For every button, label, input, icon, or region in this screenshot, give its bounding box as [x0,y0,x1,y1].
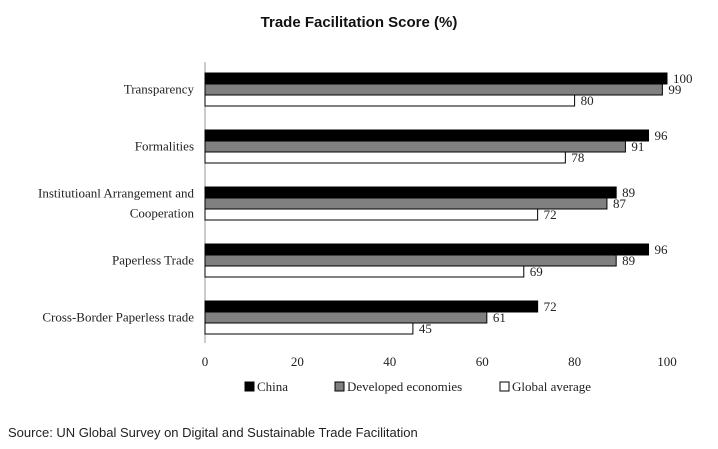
x-tick-label: 100 [657,354,677,369]
bar-global-average [204,151,566,164]
x-tick-label: 40 [383,354,396,369]
legend-label: Developed economies [347,379,462,394]
data-label: 96 [655,242,669,257]
data-label: 96 [655,128,669,143]
category-label: Cooperation [130,206,195,221]
category-label: Institutioanl Arrangement and [38,186,194,201]
data-label: 100 [673,71,693,86]
x-tick-label: 20 [291,354,304,369]
legend-swatch [334,381,345,392]
category-label: Transparency [124,82,195,97]
x-tick-label: 60 [476,354,489,369]
category-label: Paperless Trade [112,253,194,268]
chart-title: Trade Facilitation Score (%) [260,14,458,31]
bar-global-average [204,322,414,335]
data-label: 61 [493,310,506,325]
bar-china [204,300,539,313]
bar-developed-economies [204,311,488,324]
legend-label: Global average [512,379,591,394]
bar-global-average [204,94,576,107]
legend-label: China [257,379,288,394]
bar-developed-economies [204,83,663,96]
data-label: 69 [530,264,543,279]
bar-china [204,129,650,142]
data-label: 89 [622,253,635,268]
data-label: 72 [544,299,557,314]
bar-developed-economies [204,254,617,267]
category-label: Cross-Border Paperless trade [42,310,194,325]
data-label: 87 [613,196,627,211]
bar-china [204,72,668,85]
bar-developed-economies [204,140,626,153]
category-label: Formalities [135,139,194,154]
data-label: 78 [571,150,584,165]
bar-china [204,243,650,256]
data-label: 80 [581,93,594,108]
x-tick-label: 80 [568,354,581,369]
source-note: Source: UN Global Survey on Digital and … [8,425,418,440]
legend-swatch [499,381,510,392]
bar-chart: 1009980Transparency969178Formalities8987… [38,62,693,394]
data-label: 91 [631,139,644,154]
bar-global-average [204,208,539,221]
x-tick-label: 0 [202,354,209,369]
legend-swatch [244,381,255,392]
data-label: 72 [544,207,557,222]
data-label: 45 [419,321,432,336]
data-label: 89 [622,185,635,200]
bar-china [204,186,617,199]
bar-global-average [204,265,525,278]
data-label: 99 [668,82,681,97]
